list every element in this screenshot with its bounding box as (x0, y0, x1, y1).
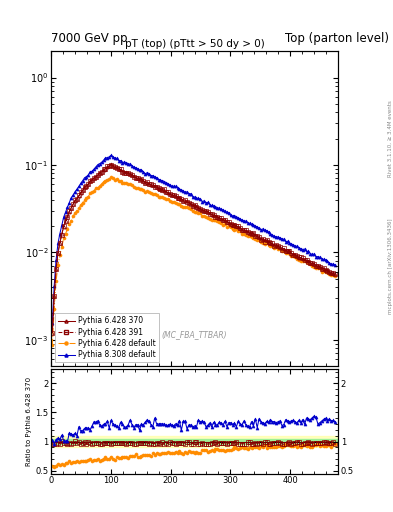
Bar (51, 439, 338, 444)
Text: 7000 GeV pp: 7000 GeV pp (51, 32, 128, 45)
Bar (51, 436, 338, 447)
Text: mcplots.cern.ch [arXiv:1306.3436]: mcplots.cern.ch [arXiv:1306.3436] (388, 219, 393, 314)
Legend: Pythia 6.428 370, Pythia 6.428 391, Pythia 6.428 default, Pythia 8.308 default: Pythia 6.428 370, Pythia 6.428 391, Pyth… (55, 313, 159, 362)
Y-axis label: Ratio to Pythia 6.428 370: Ratio to Pythia 6.428 370 (26, 376, 32, 466)
Text: Top (parton level): Top (parton level) (285, 32, 389, 45)
Text: (MC_FBA_TTBAR): (MC_FBA_TTBAR) (162, 330, 227, 339)
Text: Rivet 3.1.10, ≥ 3.4M events: Rivet 3.1.10, ≥ 3.4M events (388, 100, 393, 177)
Title: pT (top) (pTtt > 50 dy > 0): pT (top) (pTtt > 50 dy > 0) (125, 39, 264, 49)
